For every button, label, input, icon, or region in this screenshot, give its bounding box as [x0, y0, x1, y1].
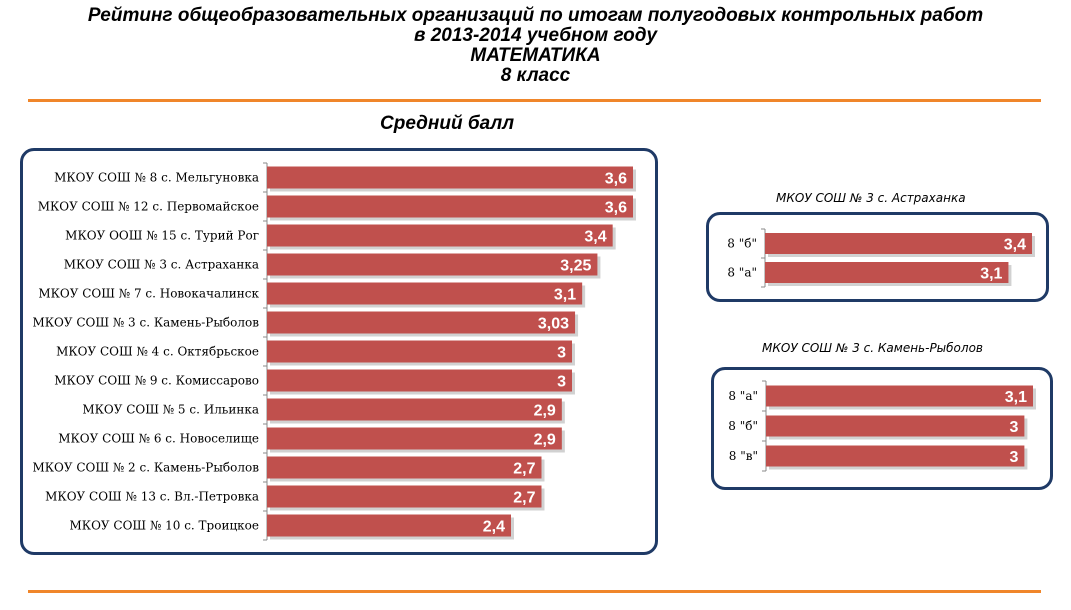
- chart3-title: МКОУ СОШ № 3 с. Камень-Рыболов: [762, 341, 983, 355]
- main-chart-value-label: 3,03: [538, 316, 569, 333]
- title-line-1: Рейтинг общеобразовательных организаций …: [87, 5, 984, 26]
- bottom-divider: [28, 590, 1041, 593]
- main-chart-value-label: 3,4: [584, 229, 606, 246]
- main-chart-bar: [267, 427, 562, 450]
- main-chart-bar: [267, 485, 542, 508]
- chart2-value-label: 3,1: [980, 266, 1002, 283]
- chart3-bar: [766, 385, 1033, 407]
- chart2-bar: [765, 233, 1032, 254]
- chart3-category-label: 8 "б": [728, 419, 758, 433]
- title-line-4: 8 класс: [500, 65, 571, 86]
- main-chart-bar: [267, 514, 511, 537]
- main-chart-category-label: МКОУ СОШ № 3 с. Астраханка: [64, 258, 259, 272]
- chart-subtitle: Средний балл: [380, 113, 515, 134]
- page-title: Рейтинг общеобразовательных организаций …: [0, 6, 1071, 86]
- main-chart-value-label: 3,6: [605, 171, 627, 188]
- main-chart-category-label: МКОУ СОШ № 3 с. Камень-Рыболов: [32, 316, 259, 330]
- main-chart-category-label: МКОУ СОШ № 9 с. Комиссарово: [54, 374, 259, 388]
- chart3-value-label: 3,1: [1005, 389, 1027, 406]
- main-chart-category-label: МКОУ СОШ № 8 с. Мельгуновка: [54, 171, 259, 185]
- chart3-category-label: 8 "в": [729, 449, 758, 463]
- chart3-bar: [766, 445, 1025, 467]
- main-chart-value-label: 3: [557, 374, 566, 391]
- main-chart-value-label: 3,1: [554, 287, 576, 304]
- main-chart-bar: [267, 166, 633, 189]
- main-chart-value-label: 2,9: [534, 403, 556, 420]
- main-chart-category-label: МКОУ СОШ № 6 с. Новоселище: [58, 432, 259, 446]
- chart3-value-label: 3: [1009, 449, 1018, 466]
- main-chart-bar: [267, 398, 562, 421]
- main-chart-bar: [267, 224, 613, 247]
- chart3-bar: [766, 415, 1025, 437]
- main-chart-category-label: МКОУ СОШ № 13 с. Вл.-Петровка: [45, 490, 259, 504]
- main-chart-bar: [267, 369, 572, 392]
- main-chart-category-label: МКОУ СОШ № 7 с. Новокачалинск: [38, 287, 259, 301]
- main-chart-bar: [267, 311, 576, 334]
- main-chart-category-label: МКОУ СОШ № 2 с. Камень-Рыболов: [32, 461, 259, 475]
- main-chart-value-label: 2,7: [513, 461, 535, 478]
- main-chart-value-label: 2,7: [513, 490, 535, 507]
- main-chart-bar: [267, 456, 542, 479]
- main-chart-bar: [267, 253, 598, 276]
- title-line-3: МАТЕМАТИКА: [470, 45, 601, 66]
- main-chart-category-label: МКОУ СОШ № 4 с. Октябрьское: [56, 345, 259, 359]
- main-chart-category-label: МКОУ СОШ № 12 с. Первомайское: [38, 200, 259, 214]
- main-chart-bar: [267, 282, 583, 305]
- top-divider: [28, 99, 1041, 102]
- chart2-title: МКОУ СОШ № 3 с. Астраханка: [776, 191, 966, 205]
- chart2-value-label: 3,4: [1004, 237, 1026, 254]
- main-chart-category-label: МКОУ СОШ № 5 с. Ильинка: [82, 403, 259, 417]
- main-chart-bar: [267, 195, 633, 218]
- main-chart-value-label: 3,6: [605, 200, 627, 217]
- chart3-category-label: 8 "а": [728, 389, 758, 403]
- main-chart-bar: [267, 340, 572, 363]
- chart3-value-label: 3: [1009, 419, 1018, 436]
- title-line-2: в 2013-2014 учебном году: [413, 25, 658, 46]
- chart2-category-label: 8 "б": [727, 237, 757, 251]
- main-chart-category-label: МКОУ ООШ № 15 с. Турий Рог: [65, 229, 259, 243]
- main-chart-category-label: МКОУ СОШ № 10 с. Троицкое: [70, 519, 259, 533]
- chart2-category-label: 8 "а": [727, 266, 757, 280]
- main-chart-value-label: 3: [557, 345, 566, 362]
- main-chart-value-label: 2,4: [483, 519, 505, 536]
- main-chart-value-label: 3,25: [560, 258, 591, 275]
- main-chart-value-label: 2,9: [534, 432, 556, 449]
- chart2-bar: [765, 262, 1009, 283]
